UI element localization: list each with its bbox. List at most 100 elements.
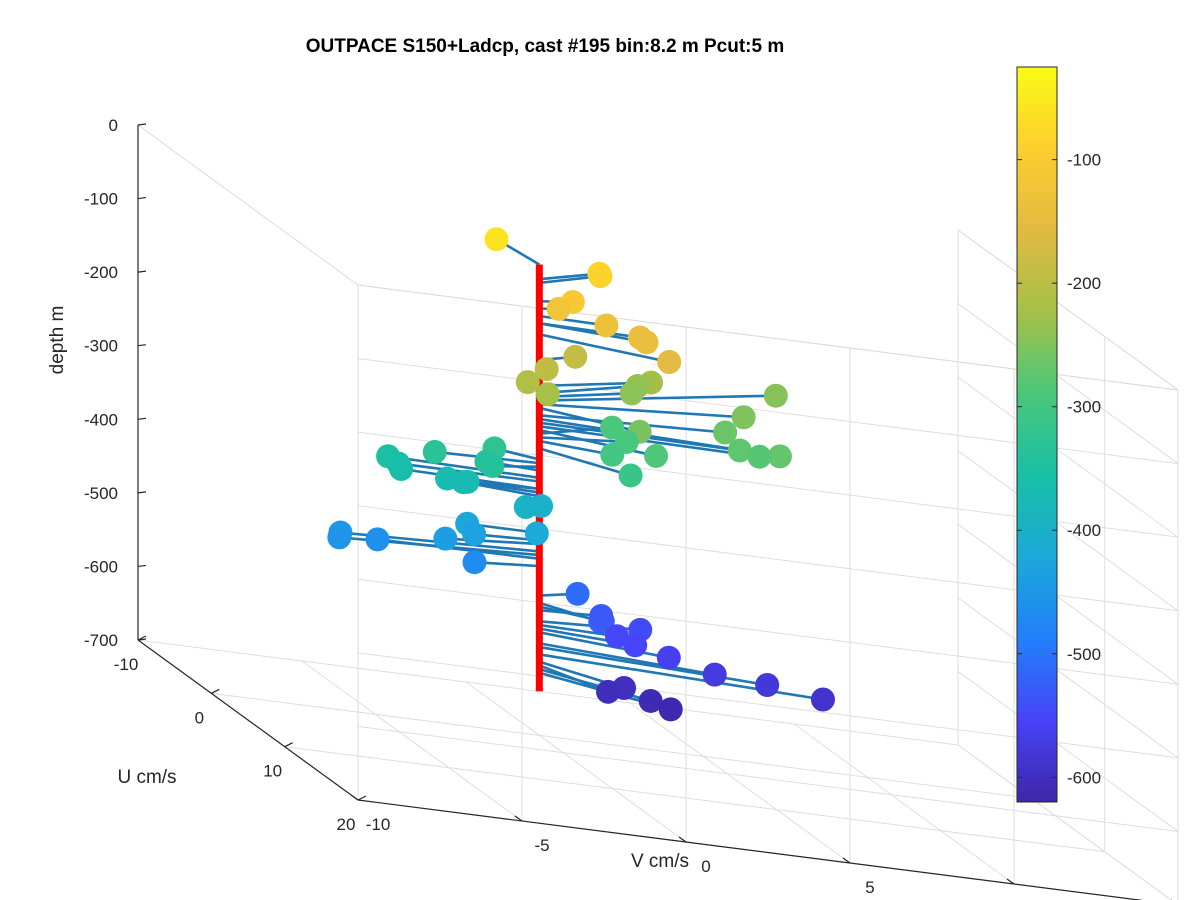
velocity-stick (539, 436, 627, 444)
x-tick-mark (514, 815, 523, 822)
velocity-stick (539, 333, 670, 364)
data-point (588, 264, 613, 289)
z-tick-mark (137, 270, 147, 273)
z-tick-mark (137, 196, 147, 200)
grid-line-floor-y (284, 746, 1105, 853)
z-tick-label: -700 (84, 631, 118, 650)
grid-line-floor-x (957, 744, 1172, 900)
grid-line-side-z (957, 597, 1179, 759)
data-point (524, 521, 549, 546)
y-tick-mark (211, 688, 220, 694)
x-tick-mark (842, 857, 851, 864)
data-point (618, 463, 643, 488)
velocity-stick (538, 447, 631, 477)
y-tick-mark (357, 795, 367, 801)
x-tick-mark (678, 836, 687, 843)
colorbar-tick-label: -400 (1067, 521, 1101, 540)
x-tick-mark (1006, 878, 1015, 885)
data-point (619, 381, 644, 406)
data-point (484, 227, 509, 252)
axes-box (137, 125, 1144, 900)
data-point (644, 443, 669, 468)
data-point (727, 438, 752, 463)
data-point (515, 370, 540, 395)
x-tick-label: -10 (366, 815, 391, 834)
data-point (731, 405, 756, 430)
data-point (563, 344, 588, 369)
data-point (638, 688, 663, 713)
data-point (462, 522, 487, 547)
x-tick-label: 5 (865, 878, 874, 897)
velocity-stick (539, 394, 776, 402)
z-tick-label: -200 (84, 263, 118, 282)
data-point (433, 526, 458, 551)
z-tick-label: -300 (84, 337, 118, 356)
colorbar: -100 -200 -300 -400 -500 -600 (1016, 66, 1101, 803)
data-point (474, 449, 499, 474)
velocity-stick (539, 428, 657, 458)
velocity-stick (539, 402, 744, 419)
y-tick-mark (137, 635, 147, 641)
colorbar-tick-label: -100 (1067, 151, 1101, 170)
grid-line-floor-x (465, 681, 687, 843)
velocity-stick (377, 538, 540, 561)
data-point (627, 325, 652, 350)
velocity-stick (539, 322, 641, 339)
y-tick-mark (284, 742, 293, 748)
grid-line-side-z (957, 450, 1179, 612)
data-point (596, 679, 621, 704)
z-tick-label: -400 (84, 410, 118, 429)
data-point (755, 673, 780, 698)
z-tick-mark (137, 564, 147, 568)
data-point (656, 645, 681, 670)
colorbar-gradient (1016, 66, 1058, 803)
data-point (600, 442, 625, 467)
data-point (713, 420, 738, 445)
x-tick-mark (350, 794, 359, 801)
data-point (365, 527, 390, 552)
y-tick-label: 20 (337, 815, 356, 834)
data-point (451, 470, 476, 495)
grid-line-floor-x (301, 660, 523, 822)
data-point (604, 624, 629, 649)
data-point (767, 444, 792, 469)
data-point (810, 687, 835, 712)
velocity-stick (539, 631, 670, 659)
y-axis-label: U cm/s (117, 767, 176, 788)
z-tick-mark (137, 417, 147, 420)
velocity-stick (539, 439, 613, 457)
data-point (422, 439, 447, 464)
data-point (462, 550, 487, 575)
data-point (589, 603, 614, 628)
data-point (763, 383, 788, 408)
data-point (623, 633, 648, 658)
x-tick-label: 0 (701, 857, 710, 876)
grid-line-side-z (957, 376, 1179, 538)
z-tick-mark (137, 491, 147, 494)
grid-line-floor-y (211, 692, 1032, 799)
velocity-stick (539, 645, 768, 687)
data-point (327, 525, 352, 550)
grid-line-side-z (957, 523, 1179, 685)
z-tick-mark (137, 123, 147, 126)
grid-line-back-z (357, 725, 1179, 832)
box-edge (137, 124, 359, 286)
velocity-stick (539, 642, 715, 676)
colorbar-tick-label: -500 (1067, 645, 1101, 664)
data-point (389, 456, 414, 481)
data-point (658, 697, 683, 722)
x-axis-line (357, 799, 1144, 900)
data-point (546, 296, 571, 321)
data-point (535, 382, 560, 407)
data-point (600, 415, 625, 440)
x-axis-label: V cm/s (631, 851, 689, 872)
grid-line-side-z (957, 303, 1179, 464)
z-tick-label: -500 (84, 484, 118, 503)
data-point (534, 357, 559, 382)
colorbar-tick-label: -300 (1067, 398, 1101, 417)
colorbar-tick-label: -200 (1067, 274, 1101, 293)
velocity-stick (387, 454, 540, 480)
box-edge (957, 229, 1179, 391)
